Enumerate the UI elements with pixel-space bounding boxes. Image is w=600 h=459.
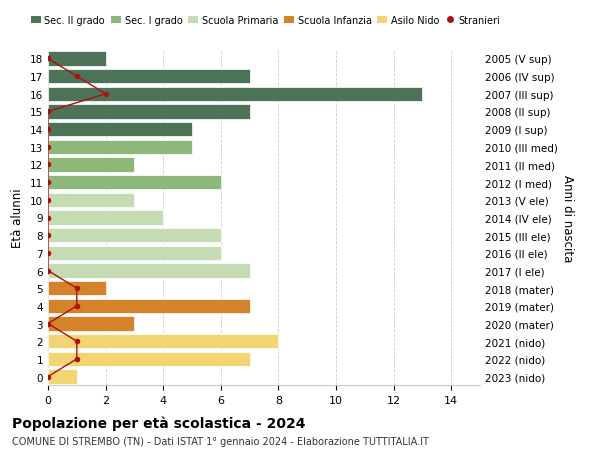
Bar <box>48 193 134 207</box>
Bar <box>48 246 221 260</box>
Bar <box>48 281 106 296</box>
Bar <box>48 264 250 278</box>
Y-axis label: Anni di nascita: Anni di nascita <box>562 174 574 262</box>
Bar <box>48 369 77 384</box>
Text: COMUNE DI STREMBO (TN) - Dati ISTAT 1° gennaio 2024 - Elaborazione TUTTITALIA.IT: COMUNE DI STREMBO (TN) - Dati ISTAT 1° g… <box>12 436 429 446</box>
Bar <box>48 176 221 190</box>
Bar <box>48 158 134 172</box>
Bar <box>48 105 250 119</box>
Bar <box>48 211 163 225</box>
Bar <box>48 70 250 84</box>
Bar <box>48 335 278 348</box>
Legend: Sec. II grado, Sec. I grado, Scuola Primaria, Scuola Infanzia, Asilo Nido, Stran: Sec. II grado, Sec. I grado, Scuola Prim… <box>27 12 505 29</box>
Y-axis label: Età alunni: Età alunni <box>11 188 25 248</box>
Text: Popolazione per età scolastica - 2024: Popolazione per età scolastica - 2024 <box>12 415 305 430</box>
Bar <box>48 123 192 137</box>
Bar <box>48 317 134 331</box>
Bar <box>48 352 250 366</box>
Bar <box>48 140 192 155</box>
Bar <box>48 88 422 101</box>
Bar <box>48 229 221 243</box>
Bar <box>48 52 106 67</box>
Bar <box>48 299 250 313</box>
